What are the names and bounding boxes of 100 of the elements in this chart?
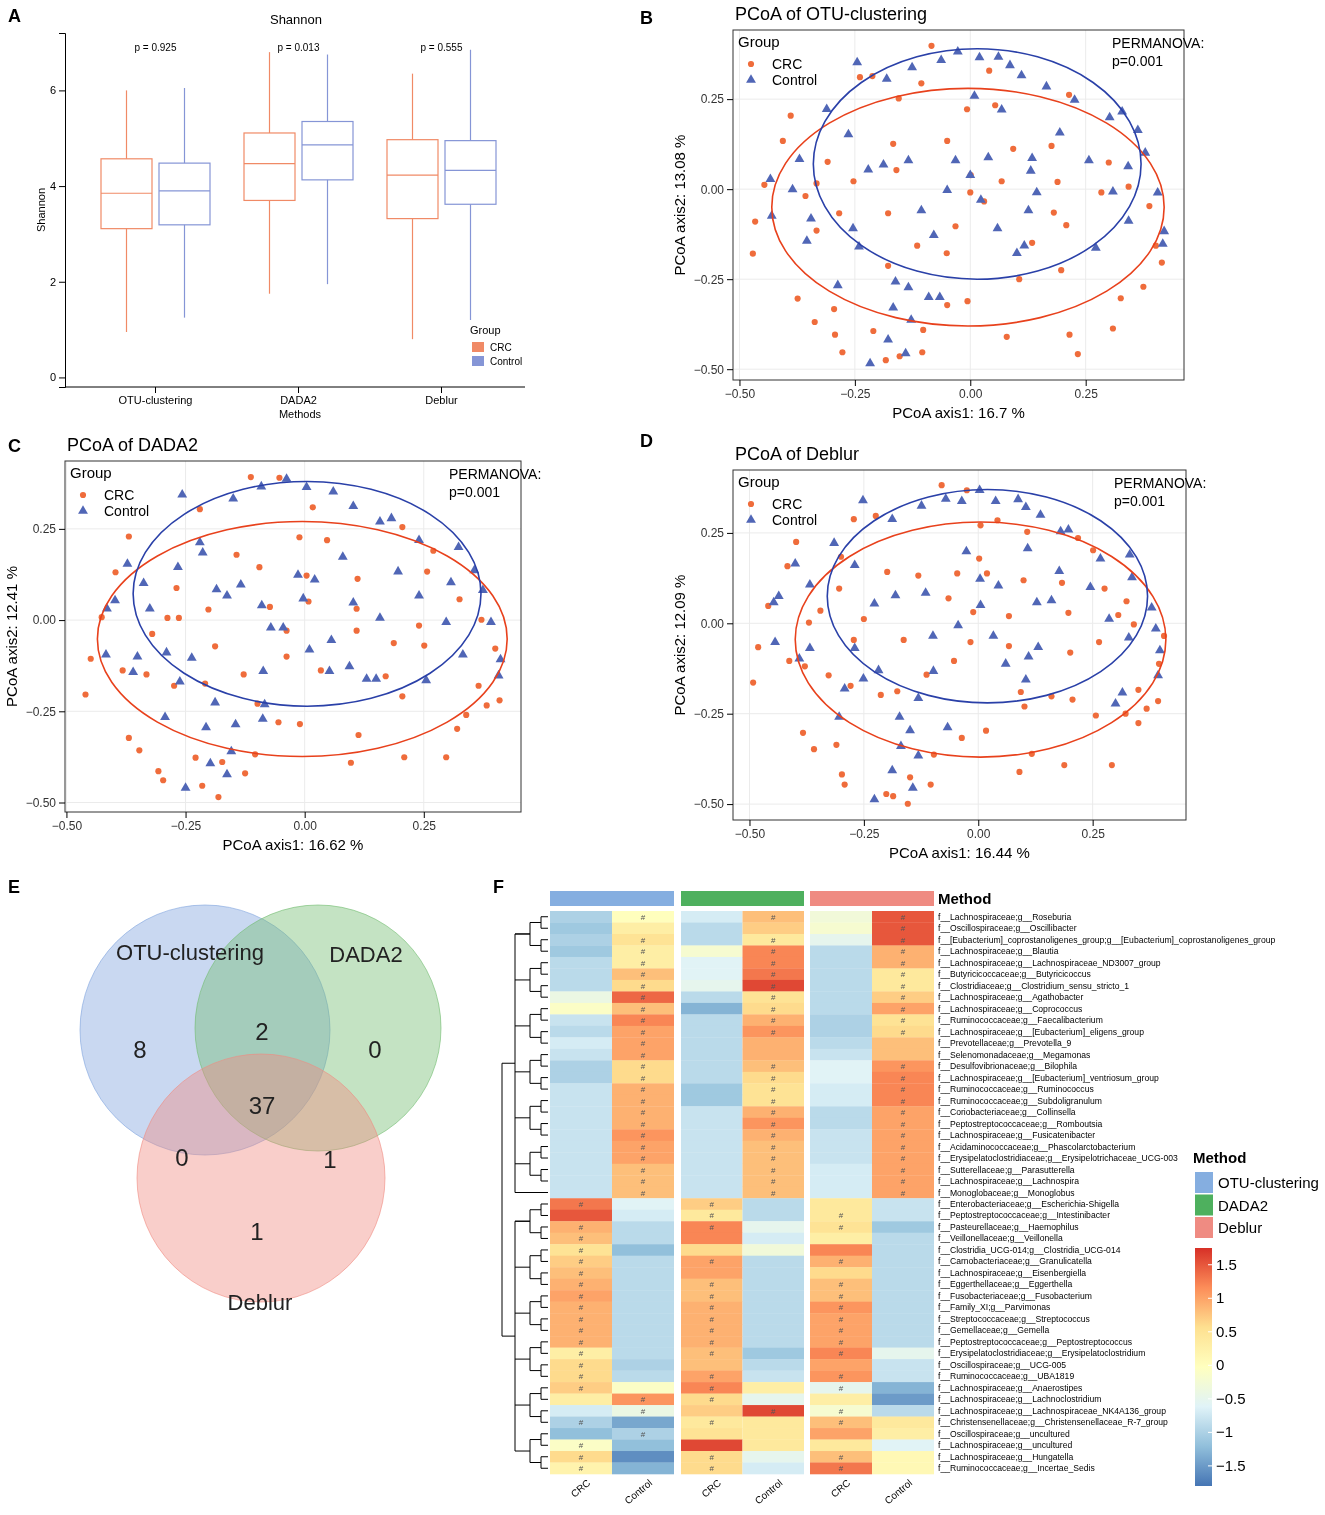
data-label: #: [771, 1073, 777, 1083]
x-axis-title: PCoA axis1: 16.44 %: [889, 844, 1030, 861]
data-label: #: [838, 1326, 844, 1336]
text: A: [8, 6, 21, 26]
y-tick-label: f__Ruminococcaceae;g__Ruminococcus: [938, 1084, 1094, 1095]
y-tick-label: f__Desulfovibrionaceae;g__Bilophila: [938, 1061, 1078, 1072]
data-label: #: [771, 1131, 777, 1141]
data-label: #: [640, 947, 646, 957]
data-label: #: [771, 1096, 777, 1106]
data-label: #: [640, 1085, 646, 1095]
annotation: p = 0.013: [277, 42, 320, 53]
y-tick-label: −0.25: [25, 704, 57, 719]
y-tick-label: f__Pasteurellaceae;g__Haemophilus: [938, 1221, 1079, 1232]
data-label: #: [640, 1177, 646, 1187]
legend-label: Control: [772, 512, 818, 528]
y-tick-label: f__Selenomonadaceae;g__Megamonas: [938, 1049, 1091, 1060]
color-bar-label: −1: [1216, 1423, 1234, 1441]
data-label: #: [838, 1222, 844, 1232]
data-label: #: [709, 1199, 715, 1209]
y-tick-label: f__Ruminococcaceae;g__UBA1819: [938, 1371, 1075, 1382]
data-label: #: [838, 1337, 844, 1347]
x-tick-label: 0.00: [959, 386, 983, 401]
y-axis-title: PCoA axis2: 13.08 %: [671, 134, 688, 276]
data-label: #: [900, 1131, 906, 1141]
text: E: [8, 877, 21, 897]
y-tick-label: f__Lachnospiraceae;g__Anaerostipes: [938, 1382, 1083, 1393]
y-tick-label: f__Streptococcaceae;g__Streptococcus: [938, 1313, 1090, 1324]
y-tick-label: 0.00: [700, 182, 725, 197]
legend-label: CRC: [490, 341, 512, 353]
data-label: #: [640, 1108, 646, 1118]
legend-title: Group: [470, 324, 501, 336]
data-label: #: [900, 981, 906, 991]
x-tick-label: DADA2: [280, 393, 317, 406]
y-tick-label: f__Lachnospiraceae;g__Roseburia: [938, 911, 1072, 922]
y-tick-label: f__Prevotellaceae;g__Prevotella_9: [938, 1038, 1072, 1049]
data-label: #: [640, 1016, 646, 1026]
color-bar-label: −1.5: [1216, 1456, 1246, 1474]
y-tick-label: f__Family_XI;g__Parvimonas: [938, 1302, 1051, 1313]
y-axis-title: Shannon: [35, 187, 47, 233]
data-label: #: [578, 1349, 584, 1359]
x-tick-label: −0.50: [734, 826, 766, 841]
data-label: #: [900, 1016, 906, 1026]
y-tick-label: −0.25: [693, 272, 725, 287]
data-label: #: [900, 1188, 906, 1198]
y-tick-label: 2: [49, 275, 56, 288]
y-tick-label: 0.00: [32, 613, 57, 628]
y-tick-label: f__Lachnospiraceae;g__Lachnospiraceae_ND3007_group: [938, 957, 1161, 968]
y-axis-title: PCoA axis2: 12.09 %: [671, 574, 688, 716]
data-label: #: [838, 1280, 844, 1290]
data-label: #: [578, 1360, 584, 1370]
x-tick-label: −0.50: [724, 386, 756, 401]
x-tick-label: CRC: [699, 1477, 724, 1500]
data-label: #: [771, 1016, 777, 1026]
data-label: #: [771, 1177, 777, 1187]
data-label: #: [640, 912, 646, 922]
data-label: #: [900, 947, 906, 957]
y-tick-label: f__Clostridia_UCG-014;g__Clostridia_UCG-014: [938, 1244, 1121, 1255]
data-label: #: [900, 1177, 906, 1187]
data-label: #: [578, 1291, 584, 1301]
y-tick-label: f__Erysipelatoclostridiaceae;g__Erysipelatoclostridium: [938, 1348, 1146, 1359]
y-tick-label: f__Peptostreptococcaceae;g__Peptostreptococcus: [938, 1336, 1132, 1347]
x-axis-title: PCoA axis1: 16.7 %: [892, 404, 1025, 421]
data-label: #: [771, 947, 777, 957]
data-label: #: [900, 958, 906, 968]
y-tick-label: f__Lachnospiraceae;g__Fusicatenibacter: [938, 1130, 1096, 1141]
color-bar-label: −0.5: [1216, 1389, 1246, 1407]
data-label: #: [640, 1050, 646, 1060]
data-label: #: [838, 1372, 844, 1382]
data-label: #: [771, 1027, 777, 1037]
data-label: #: [578, 1199, 584, 1209]
data-label: #: [771, 1108, 777, 1118]
y-tick-label: f__Clostridiaceae;g__Clostridium_sensu_stricto_1: [938, 980, 1130, 991]
y-tick-label: f__Carnobacteriaceae;g__Granulicatella: [938, 1256, 1093, 1267]
data-label: #: [900, 912, 906, 922]
legend-title: Method: [1193, 1149, 1247, 1166]
y-tick-label: f__Acidaminococcaceae;g__Phascolarctobacterium: [938, 1141, 1136, 1152]
data-label: #: [771, 1188, 777, 1198]
chart-title: Shannon: [269, 12, 323, 27]
legend-label: Control: [772, 72, 818, 88]
color-bar-label: 1: [1216, 1289, 1225, 1307]
data-label: #: [578, 1452, 584, 1462]
data-label: #: [640, 935, 646, 945]
annotation: PERMANOVA:: [1112, 35, 1205, 51]
y-tick-label: f__Fusobacteriaceae;g__Fusobacterium: [938, 1290, 1092, 1301]
data-label: #: [709, 1326, 715, 1336]
chart-title: PCoA of OTU-clustering: [735, 4, 928, 24]
data-label: #: [640, 981, 646, 991]
y-tick-label: 0: [49, 371, 56, 384]
x-tick-label: 0.00: [293, 818, 318, 833]
text: 8: [133, 1036, 147, 1063]
legend-label: Control: [490, 355, 523, 367]
annotation: PERMANOVA:: [449, 466, 542, 482]
y-tick-label: 6: [49, 84, 56, 97]
x-tick-label: −0.25: [170, 818, 202, 833]
y-tick-label: f__Ruminococcaceae;g__Incertae_Sedis: [938, 1463, 1095, 1474]
data-label: #: [838, 1211, 844, 1221]
y-tick-label: −0.50: [25, 795, 57, 810]
data-label: #: [771, 912, 777, 922]
x-tick-label: CRC: [568, 1477, 593, 1500]
legend-title: Group: [738, 473, 780, 490]
